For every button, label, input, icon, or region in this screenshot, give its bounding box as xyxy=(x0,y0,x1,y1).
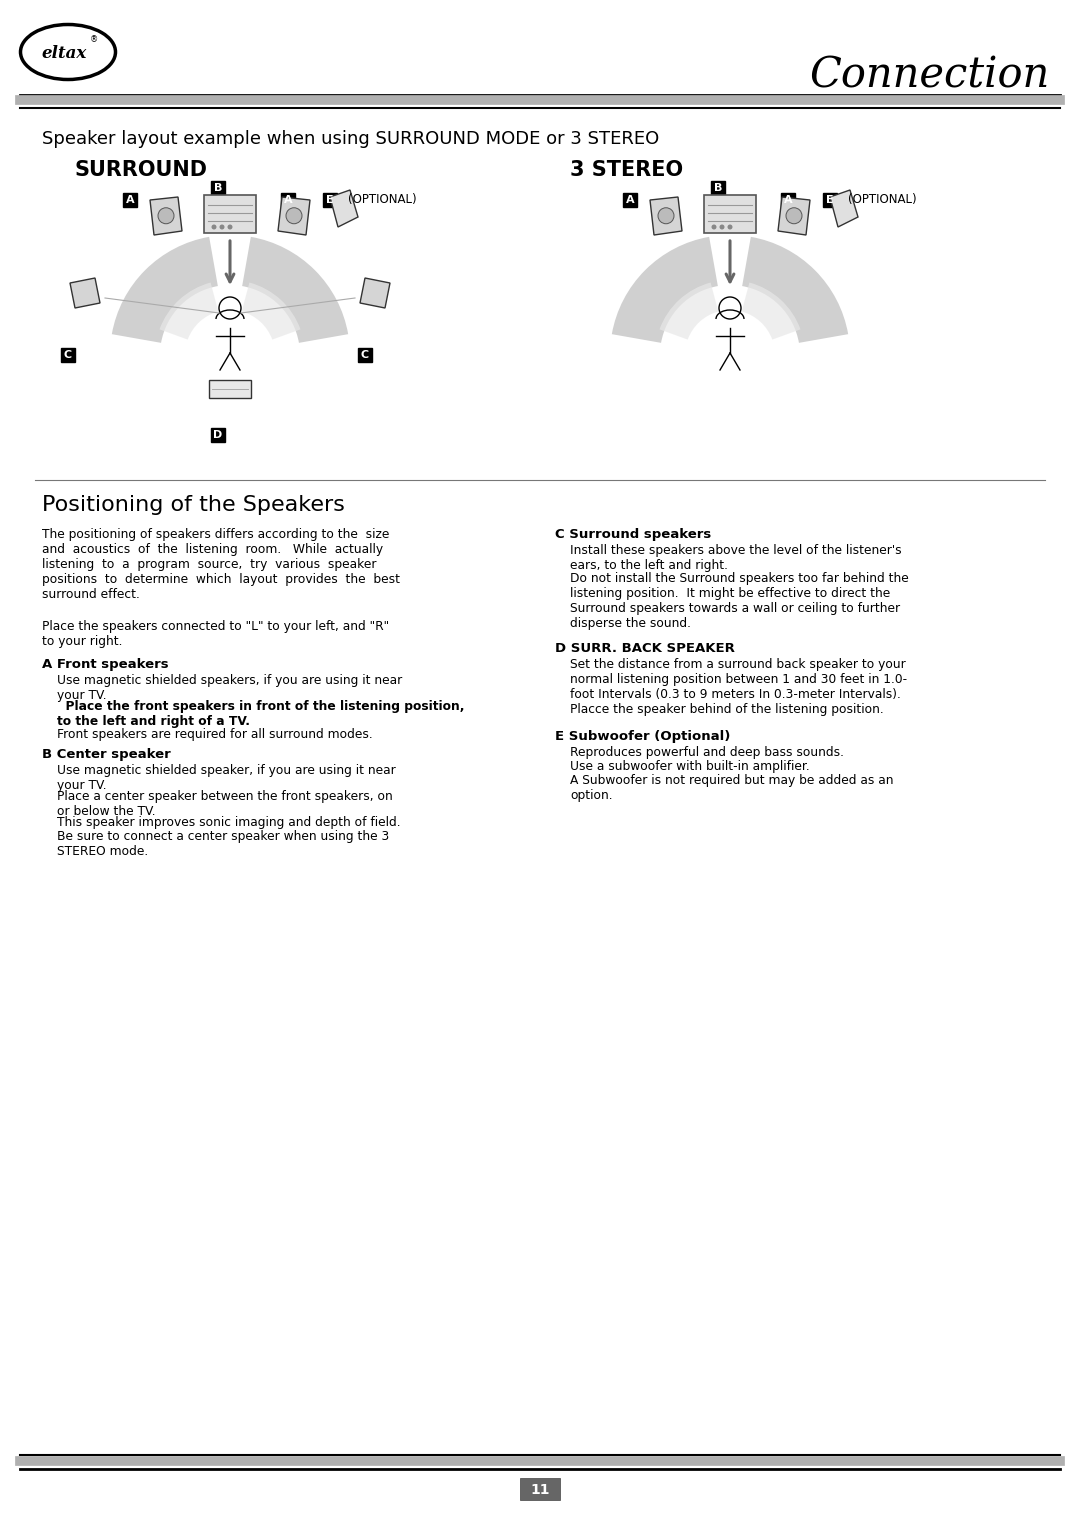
Circle shape xyxy=(219,224,225,229)
Circle shape xyxy=(286,207,302,224)
Text: D: D xyxy=(214,430,222,441)
Text: This speaker improves sonic imaging and depth of field.: This speaker improves sonic imaging and … xyxy=(57,816,401,830)
Wedge shape xyxy=(160,282,218,340)
Text: Connection: Connection xyxy=(810,53,1050,96)
Text: ®: ® xyxy=(90,35,98,44)
FancyBboxPatch shape xyxy=(357,348,372,361)
Wedge shape xyxy=(612,236,718,343)
FancyBboxPatch shape xyxy=(711,181,725,195)
Text: Reproduces powerful and deep bass sounds.: Reproduces powerful and deep bass sounds… xyxy=(570,746,843,759)
Text: The positioning of speakers differs according to the  size
and  acoustics  of  t: The positioning of speakers differs acco… xyxy=(42,528,400,601)
Polygon shape xyxy=(70,278,100,308)
Text: Place the front speakers in front of the listening position,
to the left and rig: Place the front speakers in front of the… xyxy=(57,700,464,727)
FancyBboxPatch shape xyxy=(211,429,225,442)
Circle shape xyxy=(719,224,725,229)
Polygon shape xyxy=(650,197,681,235)
Text: C: C xyxy=(361,351,369,360)
Text: Use magnetic shielded speaker, if you are using it near
your TV.: Use magnetic shielded speaker, if you ar… xyxy=(57,764,395,791)
Text: A: A xyxy=(784,195,793,204)
Text: 3 STEREO: 3 STEREO xyxy=(570,160,684,180)
Circle shape xyxy=(158,207,174,224)
FancyBboxPatch shape xyxy=(519,1478,561,1501)
Polygon shape xyxy=(360,278,390,308)
Text: A: A xyxy=(625,195,634,204)
Circle shape xyxy=(228,224,232,229)
Text: Set the distance from a surround back speaker to your
normal listening position : Set the distance from a surround back sp… xyxy=(570,657,907,717)
Text: A: A xyxy=(125,195,134,204)
Text: Speaker layout example when using SURROUND MODE or 3 STEREO: Speaker layout example when using SURROU… xyxy=(42,130,659,148)
Circle shape xyxy=(712,224,716,229)
FancyBboxPatch shape xyxy=(204,195,256,233)
Text: B: B xyxy=(714,183,723,194)
Text: A Subwoofer is not required but may be added as an
option.: A Subwoofer is not required but may be a… xyxy=(570,775,893,802)
Circle shape xyxy=(219,297,241,319)
Text: E: E xyxy=(326,195,334,204)
Circle shape xyxy=(786,207,802,224)
Circle shape xyxy=(658,207,674,224)
Text: Place the speakers connected to "L" to your left, and "R"
to your right.: Place the speakers connected to "L" to y… xyxy=(42,621,389,648)
Text: B Center speaker: B Center speaker xyxy=(42,747,171,761)
Text: D SURR. BACK SPEAKER: D SURR. BACK SPEAKER xyxy=(555,642,734,656)
Circle shape xyxy=(728,224,732,229)
FancyBboxPatch shape xyxy=(211,181,225,195)
Text: (OPTIONAL): (OPTIONAL) xyxy=(348,194,417,206)
Text: Front speakers are required for all surround modes.: Front speakers are required for all surr… xyxy=(57,727,373,741)
Text: Do not install the Surround speakers too far behind the
listening position.  It : Do not install the Surround speakers too… xyxy=(570,572,908,630)
Text: 11: 11 xyxy=(530,1482,550,1498)
Text: SURROUND: SURROUND xyxy=(75,160,208,180)
Circle shape xyxy=(212,224,216,229)
Polygon shape xyxy=(278,197,310,235)
Text: Place a center speaker between the front speakers, on
or below the TV.: Place a center speaker between the front… xyxy=(57,790,393,817)
Text: A Front speakers: A Front speakers xyxy=(42,657,168,671)
Polygon shape xyxy=(150,197,183,235)
Text: Positioning of the Speakers: Positioning of the Speakers xyxy=(42,496,345,515)
Wedge shape xyxy=(242,236,348,343)
Text: eltax: eltax xyxy=(41,46,86,63)
FancyBboxPatch shape xyxy=(704,195,756,233)
Wedge shape xyxy=(660,282,718,340)
Text: A: A xyxy=(284,195,293,204)
FancyBboxPatch shape xyxy=(123,194,137,207)
FancyBboxPatch shape xyxy=(281,194,295,207)
FancyBboxPatch shape xyxy=(623,194,637,207)
Text: C Surround speakers: C Surround speakers xyxy=(555,528,712,541)
Text: E Subwoofer (Optional): E Subwoofer (Optional) xyxy=(555,730,730,743)
Text: Use magnetic shielded speakers, if you are using it near
your TV.: Use magnetic shielded speakers, if you a… xyxy=(57,674,402,702)
Text: E: E xyxy=(826,195,834,204)
Ellipse shape xyxy=(21,24,116,79)
Text: Use a subwoofer with built-in amplifier.: Use a subwoofer with built-in amplifier. xyxy=(570,759,810,773)
Wedge shape xyxy=(112,236,218,343)
Circle shape xyxy=(719,297,741,319)
Text: Install these speakers above the level of the listener's
ears, to the left and r: Install these speakers above the level o… xyxy=(570,544,902,572)
Text: (OPTIONAL): (OPTIONAL) xyxy=(848,194,917,206)
FancyBboxPatch shape xyxy=(823,194,837,207)
FancyBboxPatch shape xyxy=(323,194,337,207)
FancyBboxPatch shape xyxy=(781,194,795,207)
Text: C: C xyxy=(64,351,72,360)
FancyBboxPatch shape xyxy=(60,348,75,361)
Text: Be sure to connect a center speaker when using the 3
STEREO mode.: Be sure to connect a center speaker when… xyxy=(57,830,389,859)
Polygon shape xyxy=(831,191,858,227)
Wedge shape xyxy=(742,282,800,340)
Polygon shape xyxy=(330,191,357,227)
Wedge shape xyxy=(242,282,300,340)
Polygon shape xyxy=(778,197,810,235)
FancyBboxPatch shape xyxy=(210,380,251,398)
Wedge shape xyxy=(742,236,848,343)
Text: B: B xyxy=(214,183,222,194)
